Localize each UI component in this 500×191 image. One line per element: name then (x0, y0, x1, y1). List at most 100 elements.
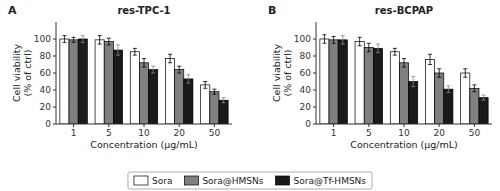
bar (435, 73, 444, 124)
bar (373, 48, 382, 124)
y-tick-label: 60 (40, 68, 52, 78)
bar (425, 59, 434, 124)
bar (320, 39, 329, 124)
y-tick (53, 56, 56, 57)
bar (78, 39, 87, 124)
y-tick-label: 60 (300, 68, 312, 78)
bar (104, 42, 113, 124)
bar (329, 40, 338, 124)
y-tick-label: 80 (300, 51, 312, 61)
y-tick-label: 20 (40, 102, 52, 112)
x-tick-label: 10 (138, 128, 150, 138)
error-bar (376, 44, 380, 53)
error-bar (98, 36, 102, 45)
error-bar (81, 36, 85, 43)
x-tick (108, 124, 109, 127)
y-tick (53, 90, 56, 91)
panel-label: A (8, 4, 17, 17)
error-bar (168, 54, 172, 63)
error-bar (482, 95, 486, 100)
error-bar (446, 86, 450, 93)
bar (165, 59, 174, 124)
legend: Sora Sora@HMSNs Sora@Tf-HMSNs (128, 172, 372, 189)
error-bar (437, 69, 441, 78)
bar (139, 63, 148, 124)
error-bar (142, 59, 146, 68)
y-axis-label-line: (% of ctrl) (282, 49, 293, 96)
y-axis-label-line: Cell viability (11, 44, 22, 103)
bar-series (78, 36, 228, 124)
y-tick-label: 100 (294, 34, 311, 44)
bar (130, 52, 139, 124)
x-tick-label: 5 (106, 128, 112, 138)
error-bar (472, 85, 476, 92)
bar-series (69, 37, 219, 124)
bar-series (60, 36, 210, 124)
legend-frame (128, 172, 372, 189)
y-tick (313, 107, 316, 108)
x-tick (73, 124, 74, 127)
error-bar (332, 36, 336, 43)
page: {"chart_data": [ {"type": "bar", "title"… (0, 0, 500, 191)
error-bar (177, 66, 181, 73)
error-bar (133, 48, 137, 55)
error-bar (107, 38, 111, 45)
x-tick (368, 124, 369, 127)
legend-swatch (134, 176, 148, 185)
bar (355, 42, 364, 124)
chart-figure: 02040608010015102050Concentration (μg/mL… (0, 0, 500, 191)
legend-label: Sora@HMSNs (202, 176, 263, 186)
x-tick (179, 124, 180, 127)
x-tick-label: 1 (71, 128, 77, 138)
error-bar (72, 37, 76, 42)
error-bar (151, 66, 155, 73)
panel: 02040608010015102050Concentration (μg/mL… (8, 4, 232, 150)
y-tick-label: 20 (300, 102, 312, 112)
error-bar (358, 37, 362, 46)
legend-label: Sora (152, 176, 172, 186)
marks (320, 35, 488, 124)
bar (69, 40, 78, 124)
bar (201, 85, 210, 124)
y-axis-label-line: Cell viability (271, 44, 282, 103)
error-bar (222, 98, 226, 103)
bar (409, 82, 418, 125)
bar (338, 40, 347, 124)
panel: 02040608010015102050Concentration (μg/mL… (268, 4, 492, 150)
bar (175, 70, 184, 124)
error-bar (212, 89, 216, 94)
legend-swatch (276, 176, 290, 185)
y-tick-label: 0 (45, 119, 51, 129)
bar (210, 92, 219, 124)
x-tick-label: 50 (209, 128, 221, 138)
y-tick-label: 100 (34, 34, 51, 44)
error-bar (186, 75, 190, 84)
panel-label: B (268, 4, 276, 17)
title: res-TPC-1 (117, 5, 170, 16)
error-bar (367, 43, 371, 52)
bar-series (338, 36, 488, 124)
bar-series (320, 35, 470, 124)
x-tick-label: 1 (331, 128, 337, 138)
y-tick (53, 107, 56, 108)
legend-label: Sora@Tf-HMSNs (294, 176, 367, 186)
bar (219, 100, 228, 124)
bar (461, 73, 470, 124)
y-tick-label: 40 (300, 85, 312, 95)
error-bar (463, 69, 467, 78)
y-axis-label: Cell viability(% of ctrl) (11, 44, 33, 103)
y-tick (313, 39, 316, 40)
x-tick-label: 20 (173, 128, 185, 138)
y-tick (313, 56, 316, 57)
y-tick (313, 124, 316, 125)
bar (390, 52, 399, 124)
error-bar (428, 54, 432, 64)
error-bar (62, 36, 66, 43)
bar (470, 88, 479, 124)
x-tick-label: 5 (366, 128, 372, 138)
bar (184, 79, 193, 124)
x-tick (474, 124, 475, 127)
legend-swatch (184, 176, 198, 185)
x-tick (214, 124, 215, 127)
error-bar (402, 59, 406, 68)
